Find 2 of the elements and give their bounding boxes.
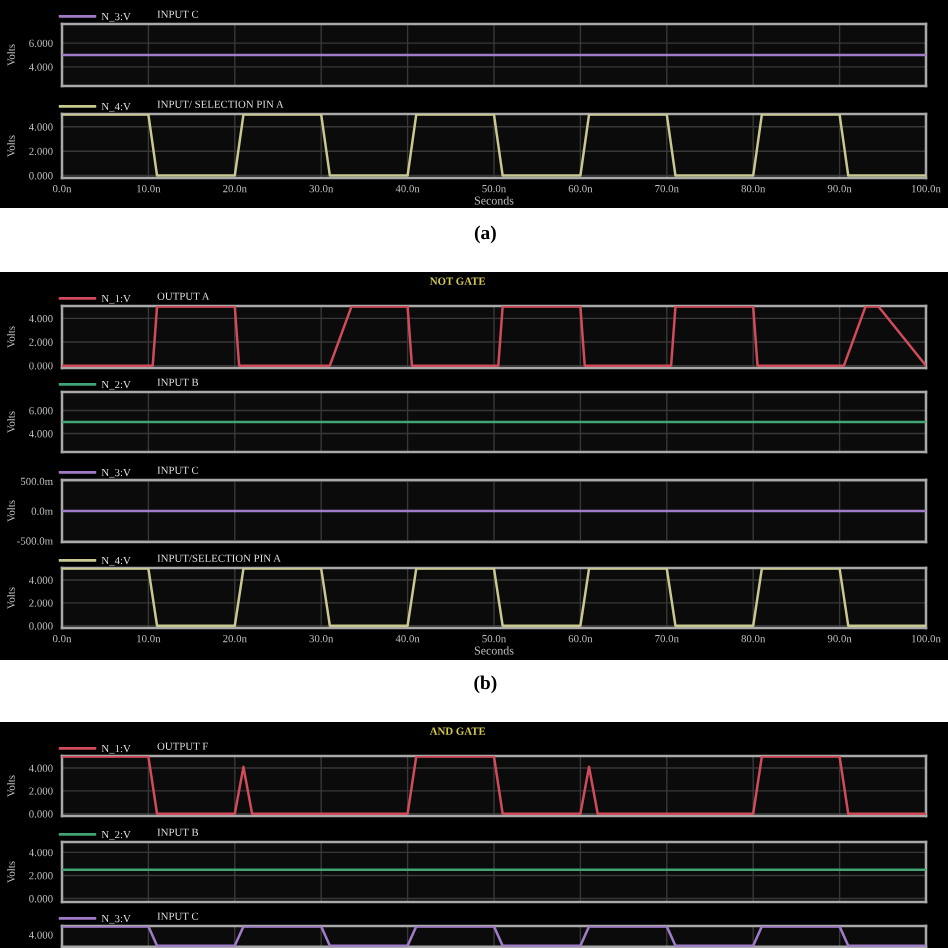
text: (b)	[474, 675, 497, 694]
text: (a)	[474, 225, 496, 244]
